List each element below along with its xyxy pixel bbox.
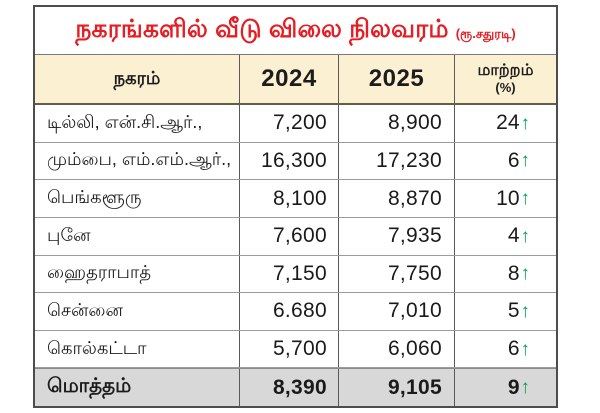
table-row-hyderabad: ஹைதராபாத் 7,150 7,750 8 ↑ (35, 255, 556, 294)
table-header-row: நகரம் 2024 2025 மாற்றம் (%) (35, 55, 556, 105)
price-2025: 7,010 (339, 293, 455, 330)
total-change-cell: 9 ↑ (455, 369, 556, 406)
change-value: 6 (507, 337, 520, 361)
total-label: மொத்தம் (35, 369, 240, 406)
price-2025: 6,060 (339, 330, 455, 368)
up-arrow-icon: ↑ (520, 377, 531, 399)
header-city: நகரம் (35, 55, 240, 103)
up-arrow-icon: ↑ (520, 338, 531, 360)
price-2024: 7,600 (240, 217, 339, 255)
city-name: ஹைதராபாத் (35, 255, 240, 293)
price-2024: 16,300 (240, 142, 339, 180)
table-title: நகரங்களில் வீடு விலை நிலவரம் (75, 14, 449, 43)
change-cell: 8 ↑ (455, 256, 556, 293)
table-title-unit: (ரூ.சதுரடி) (455, 26, 516, 41)
city-name: சென்னை (35, 293, 240, 330)
table-row-total: மொத்தம் 8,390 9,105 9 ↑ (35, 368, 556, 406)
up-arrow-icon: ↑ (520, 300, 531, 322)
price-2024: 6.680 (240, 293, 339, 330)
header-change-unit: (%) (495, 79, 516, 95)
city-name: டில்லி, என்.சி.ஆர்., (35, 105, 240, 142)
up-arrow-icon: ↑ (520, 112, 531, 134)
change-cell: 6 ↑ (455, 143, 556, 180)
change-value: 6 (507, 148, 520, 172)
table-row-pune: புனே 7,600 7,935 4 ↑ (35, 217, 556, 256)
total-2024: 8,390 (240, 369, 339, 406)
price-2024: 7,200 (240, 105, 339, 142)
up-arrow-icon: ↑ (520, 225, 531, 247)
table-row-kolkata: கொல்கட்டா 5,700 6,060 6 ↑ (35, 330, 556, 369)
price-2024: 7,150 (240, 255, 339, 293)
price-2025: 8,900 (339, 105, 455, 142)
change-cell: 10 ↑ (455, 180, 556, 217)
total-2025: 9,105 (339, 369, 455, 406)
header-change: மாற்றம் (%) (455, 55, 556, 103)
change-value: 4 (507, 224, 520, 248)
change-value: 8 (507, 261, 520, 285)
price-2025: 17,230 (339, 142, 455, 180)
header-change-label: மாற்றம் (477, 62, 534, 80)
change-cell: 24 ↑ (455, 105, 556, 142)
table-row-bengaluru: பெங்களூரு 8,100 8,870 10 ↑ (35, 180, 556, 218)
up-arrow-icon: ↑ (520, 263, 531, 285)
table-row-delhi: டில்லி, என்.சி.ஆர்., 7,200 8,900 24 ↑ (35, 105, 556, 143)
change-cell: 4 ↑ (455, 218, 556, 255)
change-value: 24 (496, 111, 520, 135)
price-2025: 7,750 (339, 255, 455, 293)
price-2024: 5,700 (240, 330, 339, 368)
table-row-chennai: சென்னை 6.680 7,010 5 ↑ (35, 293, 556, 331)
change-value: 10 (496, 186, 520, 210)
price-2025: 7,935 (339, 217, 455, 255)
up-arrow-icon: ↑ (520, 188, 531, 210)
price-2024: 8,100 (240, 180, 339, 217)
city-name: கொல்கட்டா (35, 330, 240, 368)
city-name: மும்பை, எம்.எம்.ஆர்., (35, 142, 240, 180)
change-cell: 5 ↑ (455, 293, 556, 330)
city-name: பெங்களூரு (35, 180, 240, 217)
price-2025: 8,870 (339, 180, 455, 217)
city-name: புனே (35, 217, 240, 255)
up-arrow-icon: ↑ (520, 150, 531, 172)
table-title-band: நகரங்களில் வீடு விலை நிலவரம் (ரூ.சதுரடி) (35, 7, 556, 55)
change-value: 5 (507, 299, 520, 323)
header-2024: 2024 (240, 55, 339, 103)
table-body: டில்லி, என்.சி.ஆர்., 7,200 8,900 24 ↑ மு… (35, 105, 556, 406)
change-cell: 6 ↑ (455, 331, 556, 368)
house-price-table: நகரங்களில் வீடு விலை நிலவரம் (ரூ.சதுரடி)… (33, 5, 558, 408)
change-value: 9 (507, 375, 520, 399)
table-row-mumbai: மும்பை, எம்.எம்.ஆர்., 16,300 17,230 6 ↑ (35, 142, 556, 181)
header-2025: 2025 (339, 55, 455, 103)
